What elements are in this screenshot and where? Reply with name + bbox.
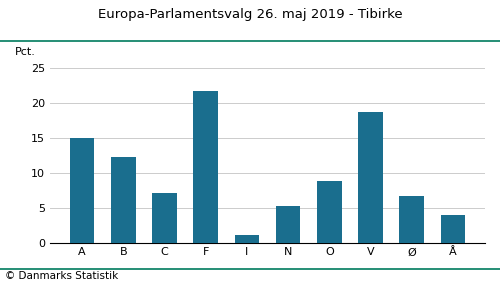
Text: © Danmarks Statistik: © Danmarks Statistik	[5, 271, 118, 281]
Bar	[234, 235, 260, 243]
Bar	[194, 91, 218, 243]
Bar	[70, 138, 94, 243]
Text: Europa-Parlamentsvalg 26. maj 2019 - Tibirke: Europa-Parlamentsvalg 26. maj 2019 - Tib…	[98, 8, 403, 21]
Bar	[152, 193, 177, 243]
Bar	[111, 157, 136, 243]
Bar	[440, 215, 465, 243]
Bar	[317, 181, 342, 243]
Text: Pct.: Pct.	[15, 47, 36, 57]
Bar	[276, 206, 300, 243]
Bar	[358, 113, 383, 243]
Bar	[400, 196, 424, 243]
